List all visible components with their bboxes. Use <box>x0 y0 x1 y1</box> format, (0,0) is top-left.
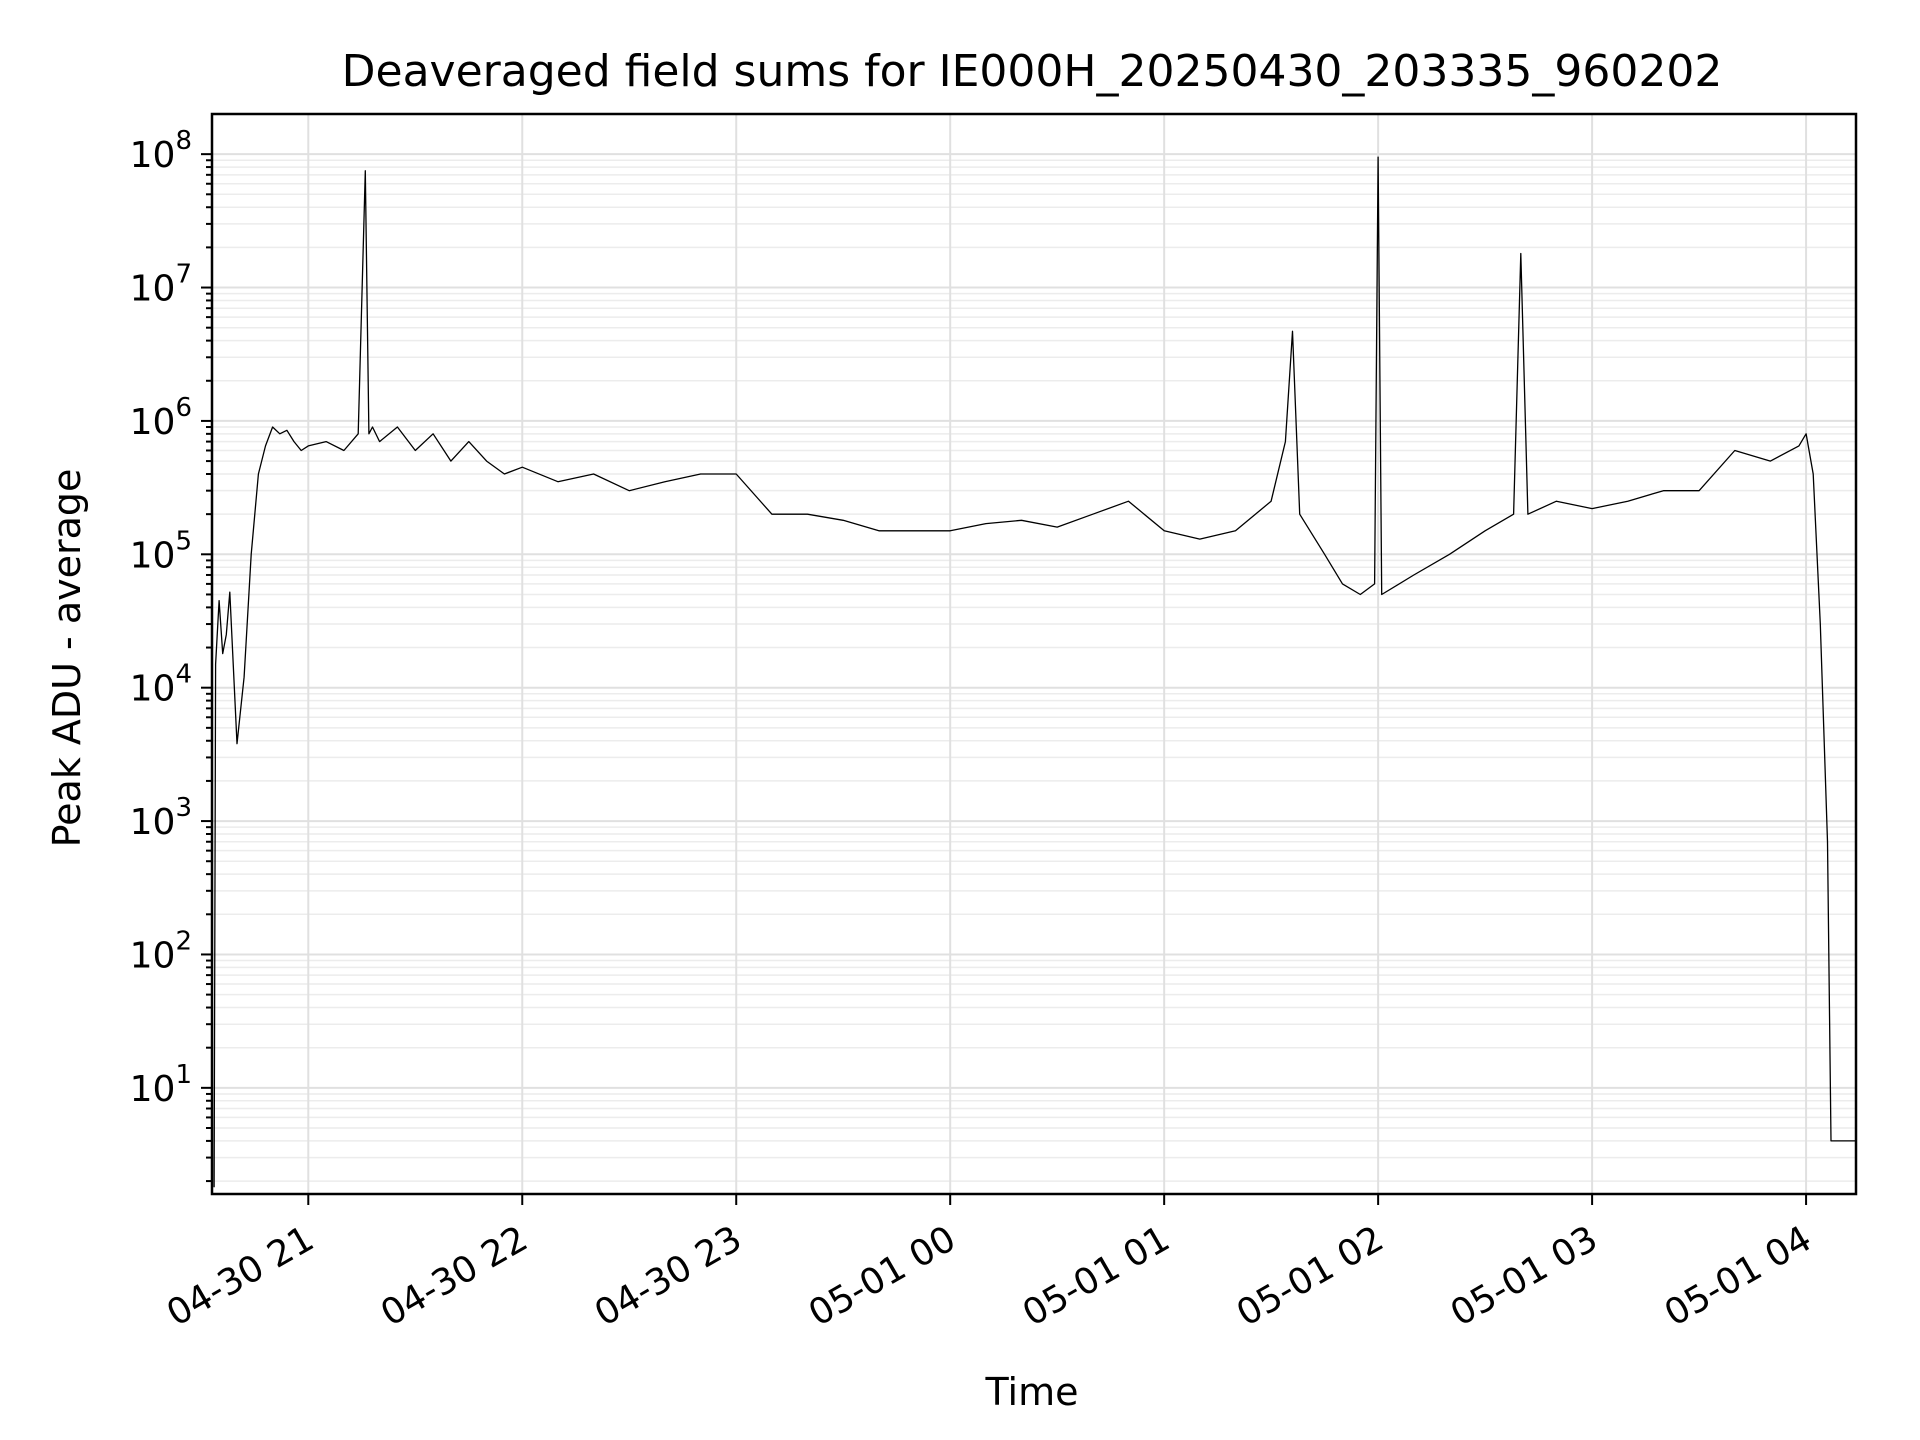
series-layer <box>213 156 1856 1188</box>
y-tick-exponent: 5 <box>175 526 192 556</box>
x-axis-label: Time <box>985 1370 1079 1414</box>
y-tick-base: 10 <box>130 269 176 310</box>
y-tick-base: 10 <box>130 1069 176 1110</box>
y-tick-base: 10 <box>130 935 176 976</box>
y-tick-label: 104 <box>130 660 192 710</box>
y-tick-label: 101 <box>130 1060 192 1110</box>
y-tick-exponent: 1 <box>175 1060 192 1090</box>
y-tick-label: 107 <box>130 260 192 310</box>
y-tick-exponent: 3 <box>175 793 192 823</box>
y-tick-exponent: 4 <box>175 660 192 690</box>
grid <box>212 114 1856 1194</box>
plot-frame <box>210 112 1858 1196</box>
y-tick-label: 103 <box>130 793 192 843</box>
series-line-0 <box>213 156 1856 1188</box>
y-tick-base: 10 <box>130 802 176 843</box>
y-tick-exponent: 8 <box>175 126 192 156</box>
y-tick-label: 106 <box>130 393 192 443</box>
y-tick-base: 10 <box>130 669 176 710</box>
y-axis-label: Peak ADU - average <box>45 469 89 848</box>
y-tick-exponent: 2 <box>175 926 192 956</box>
y-tick-base: 10 <box>130 135 176 176</box>
y-tick-base: 10 <box>130 535 176 576</box>
chart-title: Deaveraged field sums for IE000H_2025043… <box>342 46 1723 97</box>
y-tick-exponent: 7 <box>175 260 192 290</box>
y-tick-label: 105 <box>130 526 192 576</box>
y-tick-label: 108 <box>130 126 192 176</box>
y-tick-base: 10 <box>130 402 176 443</box>
y-tick-label: 102 <box>130 926 192 976</box>
y-tick-exponent: 6 <box>175 393 192 423</box>
